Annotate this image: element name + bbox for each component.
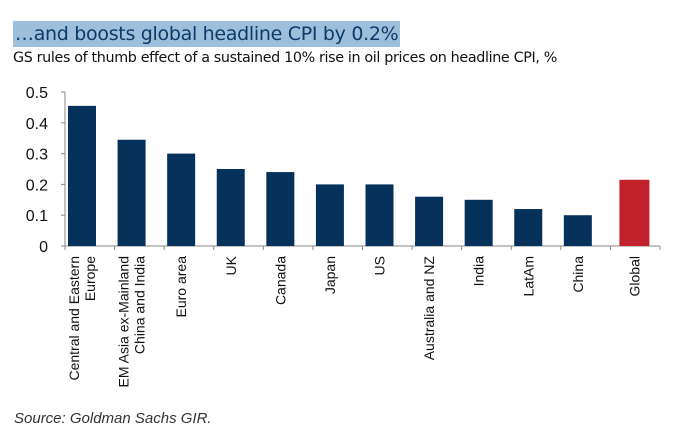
x-category-label: Canada [272,256,288,305]
x-category-label: US [372,256,388,275]
bar-australia-and-nz [415,196,444,246]
bar-china [563,215,592,246]
bar-central-and-eastern [68,105,96,246]
y-tick-label: 0 [39,239,48,256]
x-category-label: China and India [132,256,148,354]
bar-japan [315,184,344,246]
y-tick-label: 0.3 [26,147,48,164]
chart-source: Source: Goldman Sachs GIR. [14,410,212,427]
bar-us [365,184,394,246]
x-category-label: Europe [82,256,98,301]
x-category-label: Australia and NZ [421,256,437,361]
x-category-label: UK [223,255,239,275]
x-category-label: Euro area [173,256,189,318]
bar-india [464,199,493,246]
x-category-label: Global [626,256,642,296]
chart-subtitle: GS rules of thumb effect of a sustained … [13,50,557,66]
y-tick-label: 0.4 [26,116,48,133]
bar-latam [514,209,543,246]
bar-em-asia-ex-mainland [117,139,146,246]
x-category-label: EM Asia ex-Mainland [116,256,132,388]
x-category-label: Central and Eastern [66,256,82,381]
y-tick-label: 0.5 [26,85,48,102]
x-category-label: LatAm [520,256,536,296]
chart-title: …and boosts global headline CPI by 0.2% [13,21,401,47]
x-category-label: China [570,256,586,293]
bar-euro-area [167,153,196,246]
bar-global [619,179,650,246]
bar-canada [266,172,295,246]
x-category-label: India [471,256,487,287]
y-tick-label: 0.1 [26,208,48,225]
x-category-label: Japan [322,256,338,294]
y-tick-label: 0.2 [26,177,48,194]
bar-uk [216,169,245,246]
